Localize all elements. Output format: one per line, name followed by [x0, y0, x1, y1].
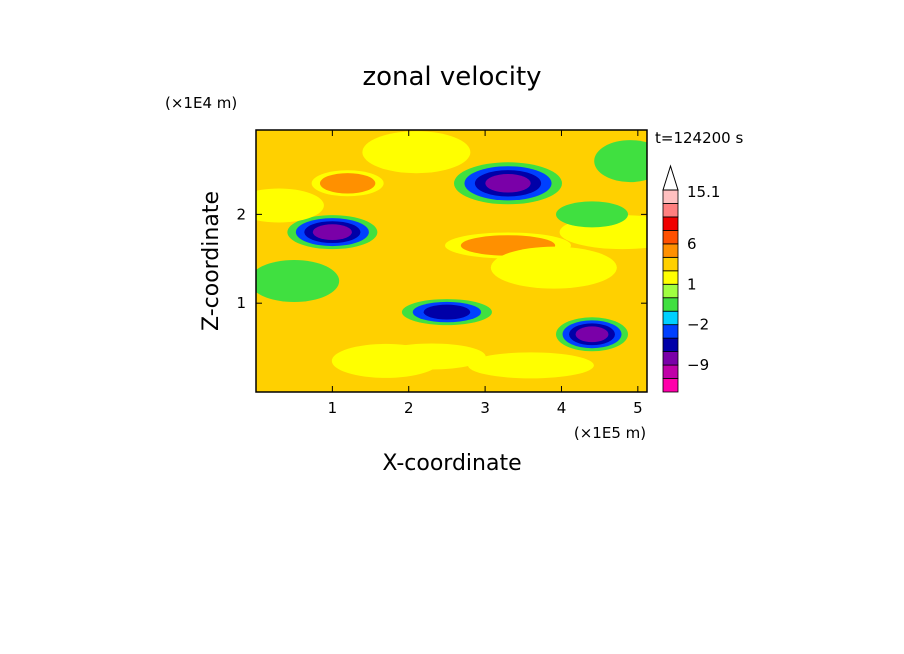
colorbar-extend-arrow [662, 164, 679, 191]
contour-band [312, 224, 352, 241]
contour-band [362, 131, 471, 174]
colorbar-segment [662, 229, 679, 245]
chart-title: zonal velocity [362, 62, 541, 92]
y-tick-label: 1 [236, 294, 246, 312]
plot-frame [255, 129, 648, 393]
colorbar-segment [662, 310, 679, 326]
contour-band [556, 201, 629, 228]
x-axis-label: X-coordinate [382, 451, 521, 476]
colorbar-tick-label: −9 [687, 356, 709, 374]
x-tick-label: 1 [328, 399, 338, 417]
colorbar-segment [662, 351, 679, 366]
contour-band [490, 246, 617, 289]
colorbar-segment [662, 337, 679, 352]
x-tick-label: 5 [633, 399, 643, 417]
x-tick-label: 4 [557, 399, 567, 417]
contour-band [328, 175, 367, 191]
y-unit-label: (×1E4 m) [165, 94, 237, 112]
x-tick-label: 2 [404, 399, 414, 417]
y-axis: 12 [236, 205, 647, 312]
colorbar-segment [662, 216, 679, 231]
colorbar-tick-label: 15.1 [687, 183, 720, 201]
y-tick-label: 2 [236, 205, 246, 223]
contour-band [485, 174, 531, 193]
colorbar-tick-label: −2 [687, 316, 709, 334]
contour-band [331, 343, 440, 378]
contour-band [476, 238, 540, 253]
colorbar-segment [662, 243, 679, 258]
colorbar: 15.1 6 1 −2 −9 [662, 164, 720, 393]
contour-field [256, 130, 647, 392]
contour-band [256, 188, 324, 223]
x-tick-label: 3 [480, 399, 490, 417]
x-axis: 1 2 3 4 5 [328, 130, 643, 417]
contour-band [467, 352, 594, 379]
colorbar-segment [662, 270, 679, 285]
colorbar-segment [662, 256, 679, 272]
colorbar-segment [662, 324, 679, 339]
colorbar-segment [662, 364, 679, 379]
colorbar-tick-label: 6 [687, 235, 697, 253]
colorbar-tick-label: 1 [687, 275, 697, 293]
colorbar-segment [662, 189, 679, 204]
colorbar-segment [662, 378, 679, 393]
colorbar-segment [662, 203, 679, 218]
contour-band [594, 140, 647, 183]
contour-band [256, 259, 340, 302]
x-unit-label: (×1E5 m) [574, 424, 646, 442]
time-label: t=124200 s [655, 129, 743, 147]
colorbar-segment [662, 297, 679, 312]
y-axis-label: Z-coordinate [199, 191, 224, 331]
colorbar-segment [662, 283, 679, 299]
contour-band [423, 304, 471, 320]
contour-band [575, 326, 609, 343]
